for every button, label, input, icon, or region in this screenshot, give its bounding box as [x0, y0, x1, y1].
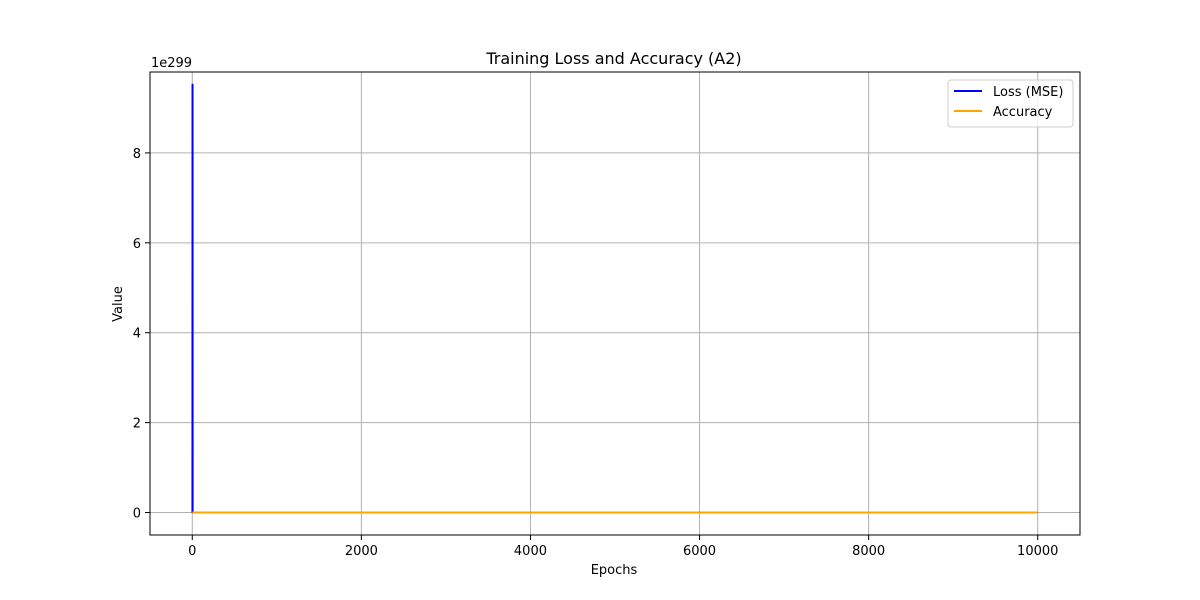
chart-title: Training Loss and Accuracy (A2)	[485, 49, 741, 68]
y-axis-offset-text: 1e299	[151, 56, 192, 71]
plot-frame	[149, 71, 1081, 536]
y-axis-label: Value	[111, 286, 126, 322]
series-layer	[191, 83, 1038, 514]
legend-label-accuracy: Accuracy	[993, 105, 1053, 120]
x-tick-label: 0	[188, 544, 196, 559]
y-axis-ticks: 0 2 4 6 8	[133, 147, 150, 522]
x-tick-label: 8000	[852, 544, 885, 559]
y-tick-label: 2	[133, 417, 141, 432]
y-tick-label: 8	[133, 147, 141, 162]
y-tick-label: 4	[133, 327, 141, 342]
y-tick-label: 0	[133, 507, 141, 522]
x-axis-ticks: 0 2000 4000 6000 8000 10000	[188, 535, 1058, 559]
x-tick-label: 10000	[1017, 544, 1058, 559]
x-tick-label: 4000	[514, 544, 547, 559]
x-tick-label: 2000	[345, 544, 378, 559]
legend-label-loss: Loss (MSE)	[993, 85, 1063, 100]
y-tick-label: 6	[133, 237, 141, 252]
x-axis-label: Epochs	[591, 563, 638, 578]
legend: Loss (MSE) Accuracy	[947, 79, 1074, 128]
x-tick-label: 6000	[683, 544, 716, 559]
